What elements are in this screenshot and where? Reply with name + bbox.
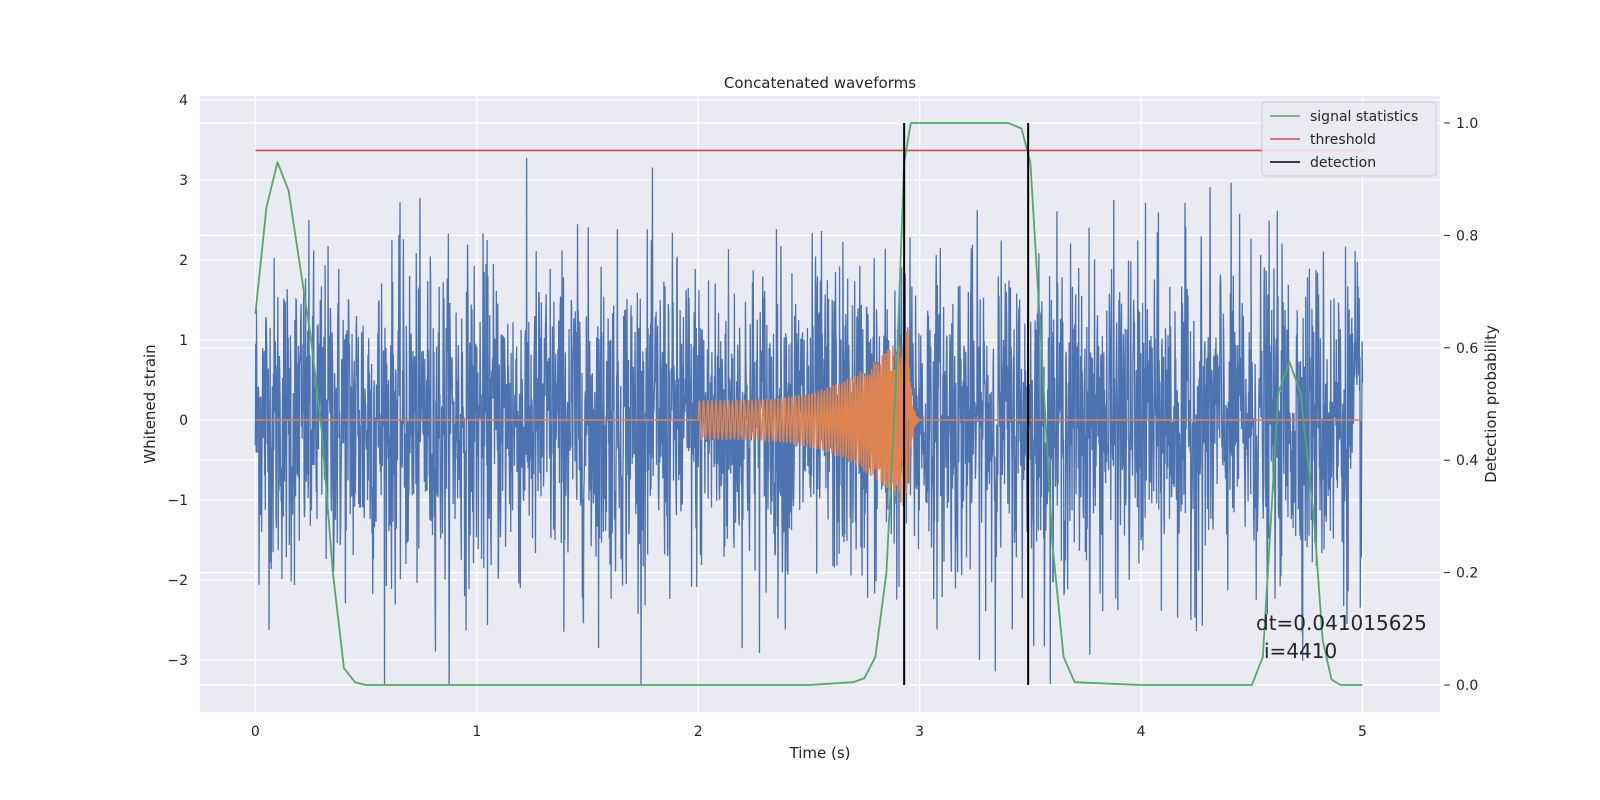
- y2-tick-label-0: 0.0: [1456, 678, 1478, 694]
- x-tick-label-4: 4: [1137, 724, 1146, 740]
- chart-title: Concatenated waveforms: [724, 74, 916, 92]
- y-tick-label-4: 1: [179, 333, 188, 349]
- y-tick-label-1: −2: [167, 573, 188, 589]
- y2-tick-label-4: 0.8: [1456, 228, 1478, 244]
- data-layer: [254, 122, 1364, 686]
- legend-label-detection: detection: [1310, 155, 1376, 171]
- y-tick-label-3: 0: [179, 413, 188, 429]
- y-tick-label-5: 2: [179, 253, 188, 269]
- y-tick-label-0: −3: [167, 653, 188, 669]
- x-tick-label-5: 5: [1358, 724, 1367, 740]
- y2-tick-label-2: 0.4: [1456, 453, 1478, 469]
- ticks: 0 1 2 3 4 5 −3 −2 −1 0 1 2 3 4 0.0 0.2 0.4 0.6 0.8 1.0: [167, 93, 1478, 740]
- x-tick-label-2: 2: [694, 724, 703, 740]
- x-axis-label: Time (s): [789, 744, 851, 762]
- series-injected-line: [255, 328, 1363, 506]
- y-tick-label-2: −1: [167, 493, 188, 509]
- x-tick-label-3: 3: [915, 724, 924, 740]
- series-strain-line: [254, 157, 1364, 685]
- y-tick-label-7: 4: [179, 93, 188, 109]
- y-axis-label: Whitened strain: [141, 344, 159, 463]
- y2-axis-label: Detection probability: [1482, 325, 1500, 483]
- legend-box: [1261, 101, 1437, 177]
- legend-label-threshold: threshold: [1310, 132, 1376, 148]
- legend: signal statistics threshold detection: [1261, 101, 1437, 177]
- y2-tick-label-1: 0.2: [1456, 566, 1478, 582]
- annotation-i: i=4410: [1264, 639, 1337, 663]
- y-tick-label-6: 3: [179, 173, 188, 189]
- x-tick-label-1: 1: [472, 724, 481, 740]
- annotation-dt: dt=0.041015625: [1256, 611, 1427, 635]
- y2-tick-label-5: 1.0: [1456, 116, 1478, 132]
- y2-tick-label-3: 0.6: [1456, 341, 1478, 357]
- x-tick-label-0: 0: [251, 724, 260, 740]
- series-signal-statistics-line: [254, 122, 1363, 686]
- legend-label-signal-statistics: signal statistics: [1310, 109, 1418, 125]
